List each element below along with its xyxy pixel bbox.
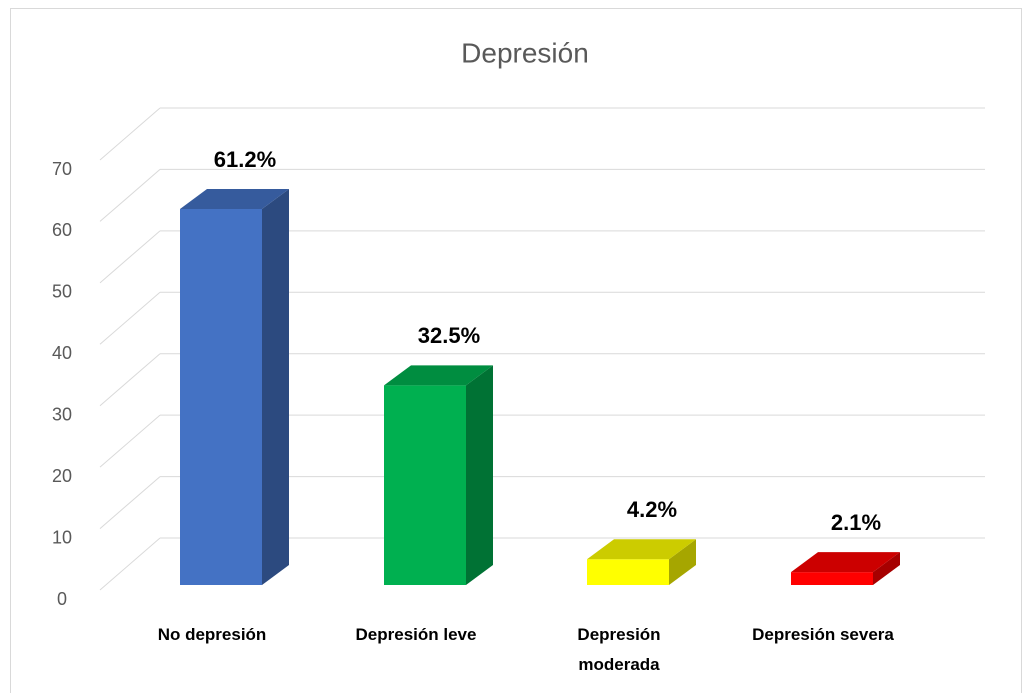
y-tick-label: 50 <box>52 282 72 302</box>
bar-top <box>180 189 289 210</box>
y-tick-label: 70 <box>52 159 72 179</box>
bar-front <box>791 572 873 585</box>
bar-top <box>587 539 696 560</box>
grid-line <box>99 353 161 407</box>
x-tick-label: Depresión leve <box>355 625 477 644</box>
bar-front <box>384 385 466 585</box>
value-label: 4.2% <box>627 497 677 522</box>
x-tick-label: Depresión moderada <box>577 625 661 674</box>
bar-front <box>587 559 669 585</box>
y-tick-label: 40 <box>52 343 72 363</box>
y-tick-label: 20 <box>52 466 72 486</box>
bar-top <box>791 552 900 573</box>
grid-line <box>99 169 161 222</box>
bar-side <box>669 539 696 585</box>
grid-line <box>99 230 161 284</box>
value-label: 61.2% <box>214 147 276 172</box>
y-tick-label: 60 <box>52 220 72 240</box>
value-label: 2.1% <box>831 510 881 535</box>
grid-line <box>99 414 161 468</box>
bar-side <box>466 365 493 585</box>
x-tick-label: No depresión <box>157 625 267 644</box>
y-tick-label: 30 <box>52 404 72 424</box>
bar-side <box>873 552 900 585</box>
bar-front <box>180 209 262 586</box>
y-tick-label: 10 <box>52 527 72 547</box>
value-label: 32.5% <box>418 323 480 348</box>
grid-line <box>99 537 161 591</box>
bar-top <box>384 365 493 386</box>
grid-line <box>99 476 161 529</box>
x-tick-label: Depresión severa <box>752 625 894 644</box>
grid-line <box>99 291 161 345</box>
chart-title: Depresión <box>461 37 589 68</box>
y-tick-label: 0 <box>57 589 67 609</box>
bar-side <box>262 189 289 586</box>
grid-line <box>99 107 161 161</box>
chart-border <box>10 8 1022 693</box>
